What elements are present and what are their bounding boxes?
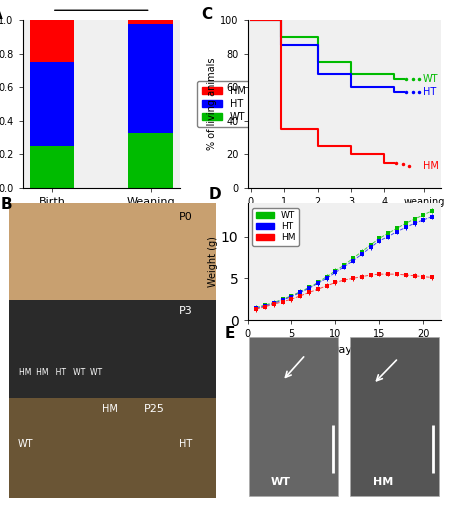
Text: HT: HT	[423, 87, 436, 98]
Text: P3: P3	[179, 306, 193, 316]
Text: WT: WT	[17, 439, 33, 449]
Text: HT: HT	[179, 439, 192, 449]
Bar	[128, 24, 173, 133]
Bar	[128, 133, 173, 188]
Text: HM: HM	[102, 403, 118, 414]
X-axis label: Days: Days	[330, 344, 358, 355]
Y-axis label: Weight (g): Weight (g)	[208, 236, 218, 287]
Text: WT: WT	[271, 477, 291, 487]
Bar	[30, 20, 74, 62]
Bar	[30, 146, 74, 188]
Y-axis label: % of living animals: % of living animals	[207, 58, 217, 150]
Text: A: A	[0, 7, 3, 22]
Text: P25: P25	[144, 403, 164, 414]
Legend: WT, HT, HM: WT, HT, HM	[252, 208, 299, 245]
Bar	[9, 300, 216, 398]
Text: P0: P0	[179, 212, 193, 222]
Bar	[9, 203, 216, 300]
Text: B: B	[1, 197, 12, 212]
Bar	[30, 62, 74, 146]
Text: C: C	[201, 7, 212, 22]
Text: E: E	[224, 326, 234, 340]
Bar	[9, 398, 216, 498]
Text: WT: WT	[423, 74, 438, 84]
X-axis label: Age (days): Age (days)	[314, 212, 374, 223]
Bar	[128, 20, 173, 24]
Text: HM  HM   HT   WT  WT: HM HM HT WT WT	[19, 368, 103, 377]
Text: ***: ***	[91, 0, 111, 5]
Text: HM: HM	[374, 477, 393, 487]
Legend: HM, HT, WT: HM, HT, WT	[198, 81, 250, 127]
Text: D: D	[209, 187, 221, 202]
Text: HM: HM	[423, 161, 439, 171]
